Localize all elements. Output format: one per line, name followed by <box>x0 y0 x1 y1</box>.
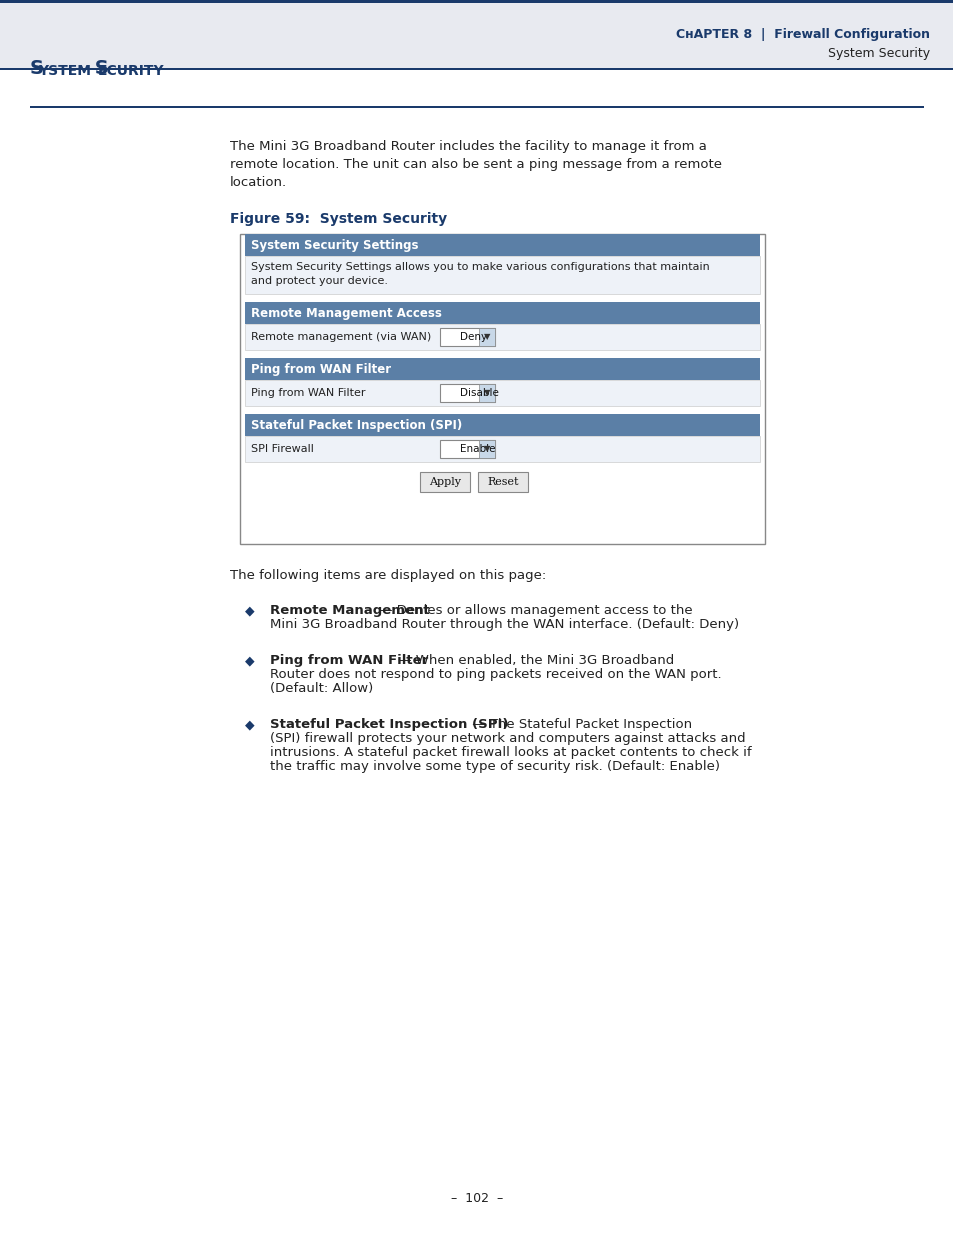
Text: ▼: ▼ <box>483 445 490 453</box>
Text: Mini 3G Broadband Router through the WAN interface. (Default: Deny): Mini 3G Broadband Router through the WAN… <box>270 618 739 631</box>
Text: Deny: Deny <box>460 332 487 342</box>
Bar <box>30 106 923 107</box>
Text: Ping from WAN Filter: Ping from WAN Filter <box>251 363 391 375</box>
Text: Disable: Disable <box>460 388 498 398</box>
Bar <box>477 472 527 492</box>
Bar <box>478 440 495 458</box>
Bar <box>478 384 495 403</box>
Text: ▼: ▼ <box>483 332 490 342</box>
Text: S: S <box>30 59 44 78</box>
Text: the traffic may involve some type of security risk. (Default: Enable): the traffic may involve some type of sec… <box>270 760 720 773</box>
Text: Apply: Apply <box>429 477 460 487</box>
Text: Stateful Packet Inspection (SPI): Stateful Packet Inspection (SPI) <box>251 419 462 431</box>
Bar <box>245 380 760 406</box>
Text: Remote Management Access: Remote Management Access <box>251 306 441 320</box>
Bar <box>245 436 760 462</box>
Text: System Security: System Security <box>827 47 929 61</box>
Text: ▼: ▼ <box>483 389 490 398</box>
Bar <box>245 414 760 436</box>
Text: (SPI) firewall protects your network and computers against attacks and: (SPI) firewall protects your network and… <box>270 732 745 745</box>
Bar <box>478 329 495 346</box>
Text: — Denies or allows management access to the: — Denies or allows management access to … <box>375 604 692 618</box>
Text: intrusions. A stateful packet firewall looks at packet contents to check if: intrusions. A stateful packet firewall l… <box>270 746 751 760</box>
Text: Remote management (via WAN): Remote management (via WAN) <box>251 332 431 342</box>
Text: Stateful Packet Inspection (SPI): Stateful Packet Inspection (SPI) <box>270 718 508 731</box>
Bar <box>0 0 953 2</box>
Text: YSTEM: YSTEM <box>38 64 91 78</box>
Bar <box>439 384 495 403</box>
Bar <box>245 303 760 324</box>
Text: Router does not respond to ping packets received on the WAN port.: Router does not respond to ping packets … <box>270 668 720 680</box>
Text: System Security Settings: System Security Settings <box>251 238 418 252</box>
Text: The following items are displayed on this page:: The following items are displayed on thi… <box>230 569 546 582</box>
Text: –  102  –: – 102 – <box>451 1192 502 1205</box>
Text: Enable: Enable <box>460 445 496 454</box>
Bar <box>240 233 764 543</box>
Bar <box>0 0 953 70</box>
Text: Reset: Reset <box>487 477 518 487</box>
Text: Remote Management: Remote Management <box>270 604 429 618</box>
Text: Ping from WAN Filter: Ping from WAN Filter <box>270 655 428 667</box>
Bar <box>245 324 760 350</box>
Bar <box>419 472 470 492</box>
Text: Ping from WAN Filter: Ping from WAN Filter <box>251 388 365 398</box>
Text: SPI Firewall: SPI Firewall <box>251 445 314 454</box>
Text: System Security Settings allows you to make various configurations that maintain: System Security Settings allows you to m… <box>251 262 709 287</box>
Bar <box>245 233 760 256</box>
Text: S: S <box>88 59 109 78</box>
Text: The Mini 3G Broadband Router includes the facility to manage it from a
remote lo: The Mini 3G Broadband Router includes th… <box>230 140 721 189</box>
Bar <box>439 440 495 458</box>
Text: CʜAPTER 8  |  Firewall Configuration: CʜAPTER 8 | Firewall Configuration <box>676 28 929 41</box>
Text: ◆: ◆ <box>245 604 254 618</box>
Text: ◆: ◆ <box>245 655 254 667</box>
Text: — When enabled, the Mini 3G Broadband: — When enabled, the Mini 3G Broadband <box>394 655 674 667</box>
Bar <box>439 329 495 346</box>
Bar <box>245 256 760 294</box>
Text: — The Stateful Packet Inspection: — The Stateful Packet Inspection <box>468 718 692 731</box>
Text: Figure 59:  System Security: Figure 59: System Security <box>230 212 447 226</box>
Text: (Default: Allow): (Default: Allow) <box>270 682 373 695</box>
Bar <box>0 68 953 70</box>
Bar <box>245 358 760 380</box>
Text: ECURITY: ECURITY <box>97 64 164 78</box>
Text: ◆: ◆ <box>245 718 254 731</box>
